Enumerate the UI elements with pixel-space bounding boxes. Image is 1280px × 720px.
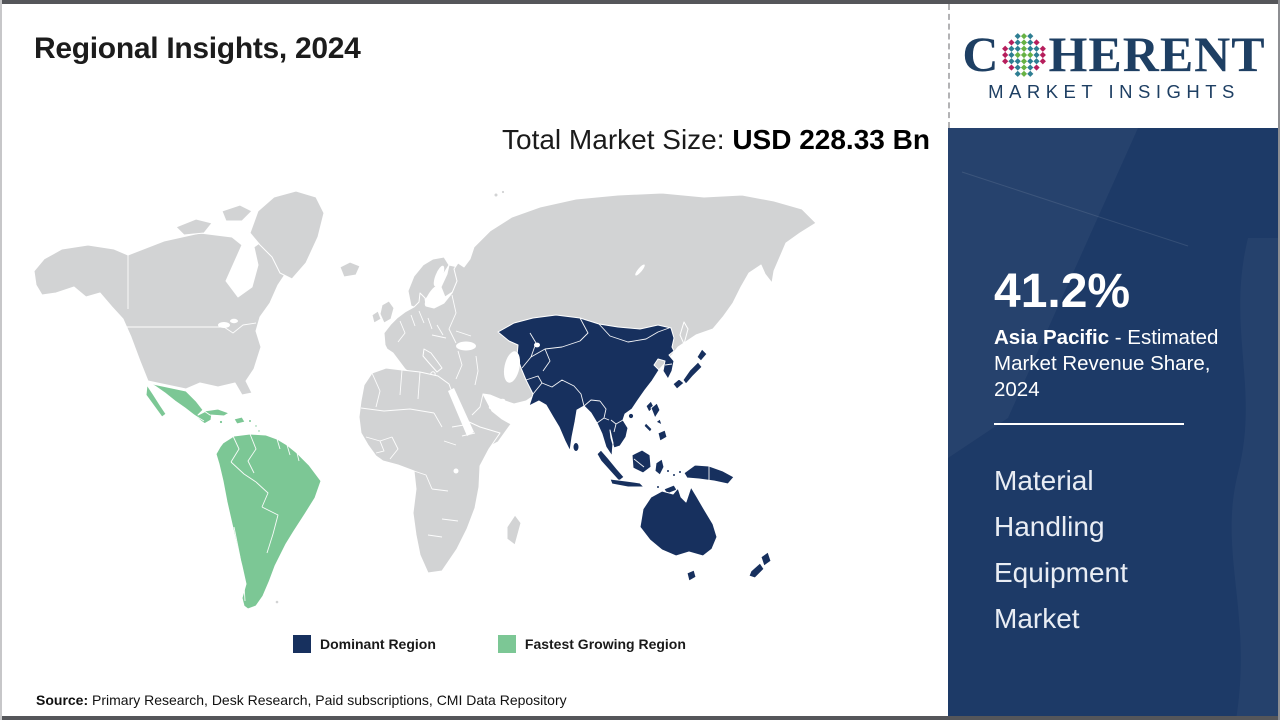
region-philippines-mindanao [657,429,668,442]
region-japan-kyushu [672,378,685,390]
region-japan-hokkaido [696,348,708,362]
region-tasmania [686,569,697,582]
region-palawan [643,422,653,433]
region-japan-honshu [682,361,703,385]
landmass-uk [379,300,395,324]
legend-item-fastest-growing: Fastest Growing Region [497,635,686,653]
world-map [28,175,936,637]
frame-border-bottom [0,716,1280,720]
landmass-svalbard [493,192,499,198]
region-java [609,478,645,488]
frame-border-top [0,0,1280,4]
region-jamaica [218,419,224,425]
legend-label-fastest-growing: Fastest Growing Region [524,636,686,652]
source-label: Source: [36,692,89,708]
region-south-america [215,433,322,610]
landmass-falklands [274,599,280,605]
market-name: Material Handling Equipment Market [994,465,1128,634]
map-region-fastest-growing [145,382,322,610]
page-title: Regional Insights, 2024 [34,32,361,65]
region-hainan [627,412,635,420]
total-market-size: Total Market Size: USD 228.33 Bn [502,122,932,159]
landmass-madagascar [506,514,522,546]
brand-logo: C [948,4,1278,128]
region-australia [639,486,718,557]
map-region-dominant [497,314,772,582]
brand-letters-rest: HERENT [1048,26,1266,82]
region-antilles [254,424,258,428]
landmass-arctic-islands [175,218,213,236]
panel-watermark [948,128,1280,720]
market-size-label: Total Market Size: [502,124,733,155]
region-moluccas [672,473,676,477]
frame-border-left [0,0,2,720]
map-legend: Dominant Region Fastest Growing Region [293,635,686,653]
globe-dots-icon [1002,33,1047,77]
revenue-share-value: 41.2% [994,265,1131,318]
brand-letter-c: C [962,26,1000,82]
legend-swatch-fastest-growing [497,635,516,653]
brand-wordmark: C [962,29,1265,79]
region-cuba [203,408,230,417]
revenue-share-caption: - Estimated Market Revenue Share, 2024 [994,326,1219,401]
region-borneo [631,449,652,474]
region-moluccas [678,470,682,474]
brand-tagline: MARKET INSIGHTS [988,81,1240,102]
landmass-sakhalin [679,321,689,345]
country-borders [124,255,710,602]
revenue-share-region: Asia Pacific [994,326,1110,349]
region-antilles [257,429,261,433]
legend-label-dominant: Dominant Region [320,636,436,652]
landmass-north-america [33,232,291,396]
region-new-zealand-south [748,562,765,579]
region-new-zealand-north [760,551,772,567]
region-philippines-visayas [655,418,663,426]
landmass-greenland [249,190,325,280]
landmass-iceland [339,261,361,278]
landmass-svalbard [500,189,506,195]
region-lesser-sunda [656,485,660,489]
frame-border-right [1278,0,1280,720]
region-baja-california [145,384,167,418]
revenue-share-description: Asia Pacific - Estimated Market Revenue … [994,325,1234,403]
region-sulawesi [654,458,665,476]
region-hispaniola [233,416,246,425]
highlight-panel: 41.2% Asia Pacific - Estimated Market Re… [948,128,1280,720]
landmass-arctic-islands [221,204,253,222]
legend-item-dominant: Dominant Region [293,635,436,653]
region-mexico-central-america [147,382,233,442]
landmass-ireland [371,310,382,324]
panel-divider [994,423,1184,425]
source-text: Primary Research, Desk Research, Paid su… [88,692,567,708]
legend-swatch-dominant [293,635,311,653]
region-sri-lanka [572,442,580,452]
market-size-value: USD 228.33 Bn [732,124,930,155]
source-note: Source: Primary Research, Desk Research,… [36,692,567,708]
map-seas [218,264,645,474]
landmass-italy [422,348,443,373]
region-puerto-rico [248,419,252,423]
region-moluccas [666,469,670,473]
map-land-base [33,189,817,605]
region-philippines-luzon [650,402,661,419]
